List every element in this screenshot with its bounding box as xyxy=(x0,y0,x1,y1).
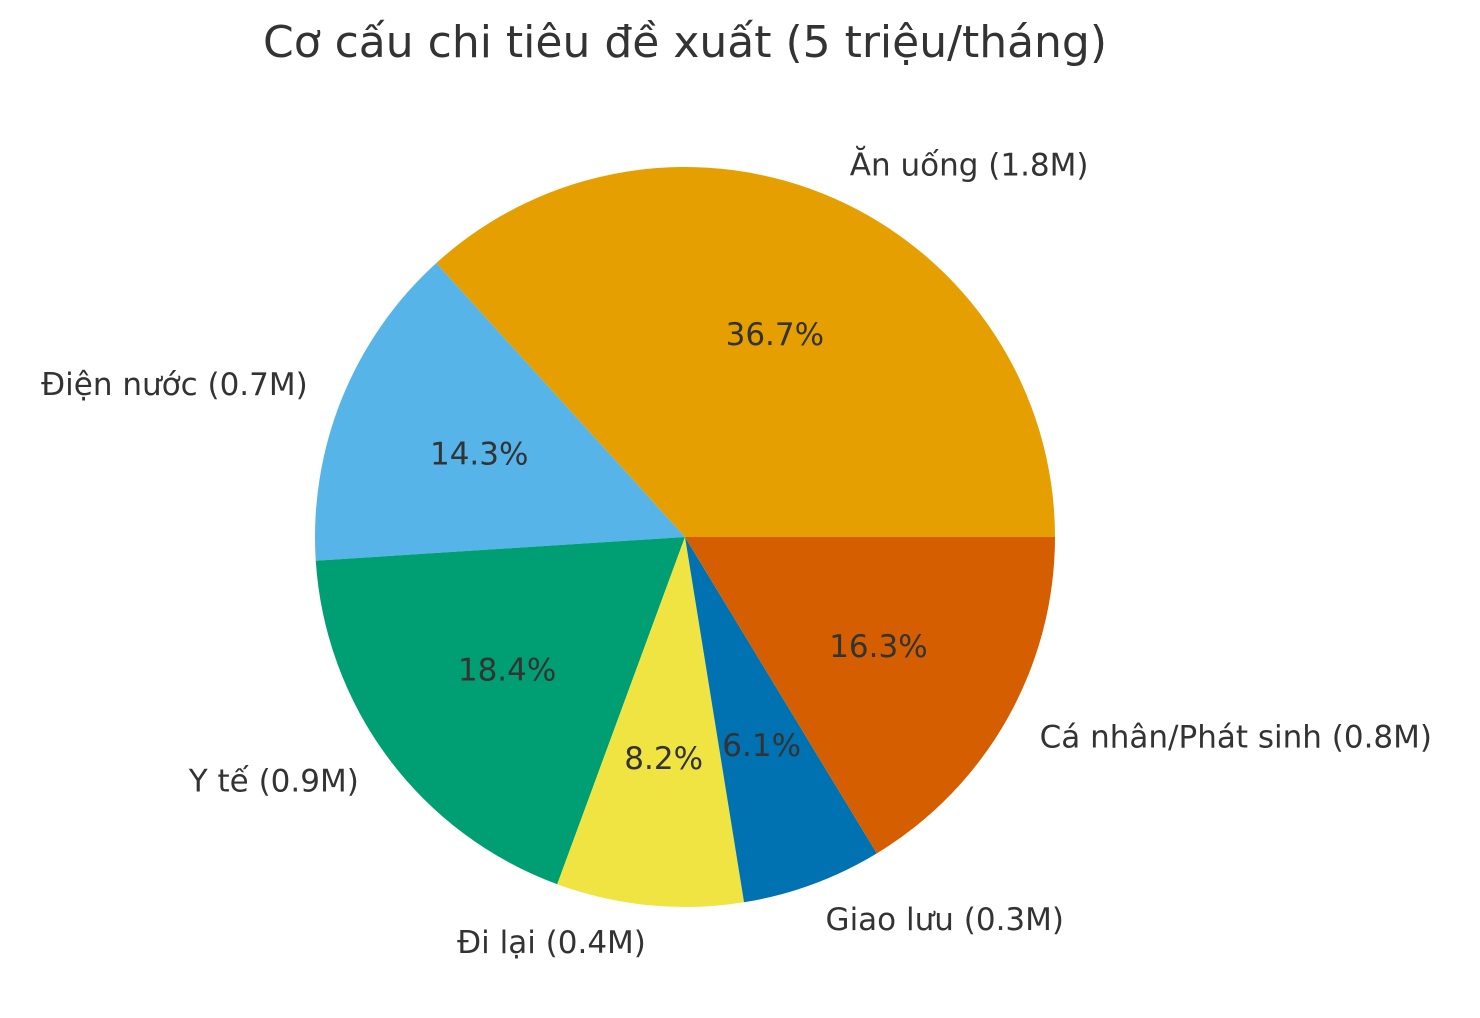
slice-pct-3: 8.2% xyxy=(624,741,703,777)
slice-label-3: Đi lại (0.4M) xyxy=(457,925,646,961)
slice-label-4: Giao lưu (0.3M) xyxy=(826,902,1064,938)
slice-label-1: Điện nước (0.7M) xyxy=(41,367,308,403)
pie-slice-1 xyxy=(314,263,685,561)
slice-pct-0: 36.7% xyxy=(726,317,824,353)
slice-label-0: Ăn uống (1.8M) xyxy=(850,147,1089,184)
pie-slice-5 xyxy=(685,537,1055,854)
pie-slice-2 xyxy=(315,537,685,885)
pie-slice-0 xyxy=(436,167,1055,538)
slice-pct-5: 16.3% xyxy=(829,629,927,665)
pie-slice-3 xyxy=(557,537,745,908)
slice-label-2: Y tế (0.9M) xyxy=(188,763,359,799)
slice-pct-1: 14.3% xyxy=(430,437,528,473)
pie-slice-4 xyxy=(685,537,877,903)
chart-title: Cơ cấu chi tiêu đề xuất (5 triệu/tháng) xyxy=(263,17,1107,68)
slice-pct-4: 6.1% xyxy=(722,728,801,764)
slice-label-5: Cá nhân/Phát sinh (0.8M) xyxy=(1040,720,1432,756)
pie-labels-group: Ăn uống (1.8M) 36.7% Điện nước (0.7M) 14.3%… xyxy=(41,147,1432,961)
pie-slices-group xyxy=(314,167,1055,908)
slice-pct-2: 18.4% xyxy=(458,653,556,689)
